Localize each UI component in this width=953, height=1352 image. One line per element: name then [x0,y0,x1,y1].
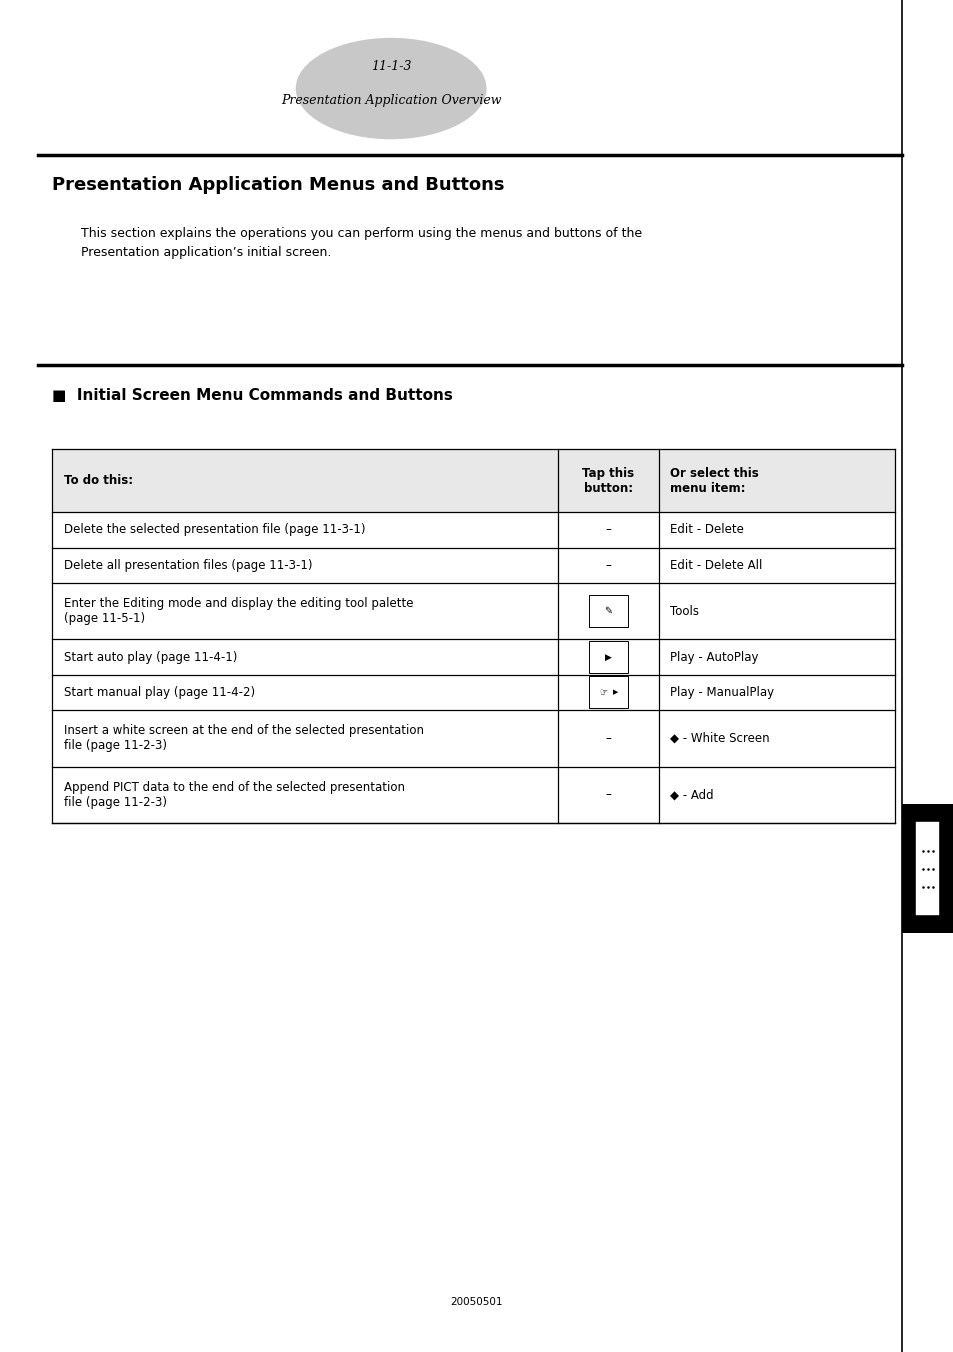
Text: Start auto play (page 11-4-1): Start auto play (page 11-4-1) [64,650,237,664]
Text: Presentation Application Overview: Presentation Application Overview [280,95,501,107]
Text: Insert a white screen at the end of the selected presentation
file (page 11-2-3): Insert a white screen at the end of the … [64,725,423,752]
Text: Tools: Tools [670,604,699,618]
Text: Edit - Delete All: Edit - Delete All [670,558,762,572]
FancyBboxPatch shape [915,822,938,915]
FancyBboxPatch shape [589,676,627,708]
Text: –: – [605,788,611,802]
Text: Or select this
menu item:: Or select this menu item: [670,466,759,495]
Text: –: – [605,523,611,537]
Text: ▶: ▶ [613,690,618,695]
Text: ■  Initial Screen Menu Commands and Buttons: ■ Initial Screen Menu Commands and Butto… [52,388,453,403]
FancyBboxPatch shape [589,595,627,627]
FancyBboxPatch shape [901,804,953,933]
FancyBboxPatch shape [589,641,627,673]
Text: Edit - Delete: Edit - Delete [670,523,743,537]
Text: ▶: ▶ [604,653,611,661]
Text: Delete all presentation files (page 11-3-1): Delete all presentation files (page 11-3… [64,558,312,572]
Text: ✎: ✎ [604,606,612,617]
Text: –: – [605,558,611,572]
Text: Presentation Application Menus and Buttons: Presentation Application Menus and Butto… [52,176,504,193]
Text: ☞: ☞ [599,688,607,696]
Text: Append PICT data to the end of the selected presentation
file (page 11-2-3): Append PICT data to the end of the selec… [64,781,404,808]
Ellipse shape [295,38,486,139]
Text: Play - ManualPlay: Play - ManualPlay [670,685,774,699]
FancyBboxPatch shape [52,449,894,512]
Text: ◆ - White Screen: ◆ - White Screen [670,731,769,745]
Text: Play - AutoPlay: Play - AutoPlay [670,650,759,664]
Text: ◆ - Add: ◆ - Add [670,788,713,802]
Text: This section explains the operations you can perform using the menus and buttons: This section explains the operations you… [81,227,641,260]
Text: Start manual play (page 11-4-2): Start manual play (page 11-4-2) [64,685,254,699]
Text: To do this:: To do this: [64,475,132,487]
Text: 20050501: 20050501 [450,1297,503,1307]
Text: Enter the Editing mode and display the editing tool palette
(page 11-5-1): Enter the Editing mode and display the e… [64,598,413,625]
Text: Delete the selected presentation file (page 11-3-1): Delete the selected presentation file (p… [64,523,365,537]
Text: 11-1-3: 11-1-3 [371,59,411,73]
Text: –: – [605,731,611,745]
Text: Tap this
button:: Tap this button: [581,466,634,495]
